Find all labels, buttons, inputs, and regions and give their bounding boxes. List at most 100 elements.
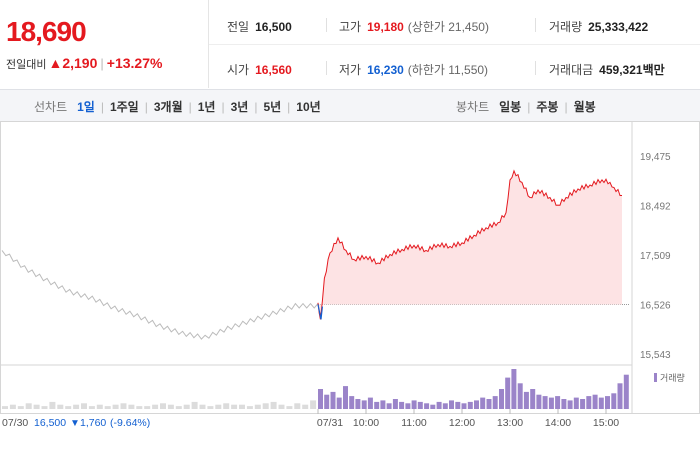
today-volume-bar <box>530 389 536 409</box>
today-volume-bar <box>580 399 586 409</box>
low-value: 16,230 <box>367 63 404 77</box>
today-volume-bar <box>517 383 523 409</box>
today-volume-bar <box>442 403 448 409</box>
today-volume-bar <box>455 401 461 409</box>
candle-period-tabs: 일봉 | 주봉 | 월봉 <box>499 100 596 114</box>
today-volume-bar <box>318 389 323 409</box>
today-volume-bar <box>480 397 486 409</box>
line-period-tab-3[interactable]: 1년 <box>197 100 216 114</box>
today-volume-bar <box>605 396 610 409</box>
high-value: 19,180 <box>367 20 404 34</box>
prev-volume-bar <box>239 404 245 409</box>
candle-period-tab-1[interactable]: 주봉 <box>536 100 559 114</box>
prev-volume-bar <box>112 404 119 409</box>
tab-divider: | <box>188 100 192 114</box>
today-volume-bar <box>492 396 498 409</box>
volume-stat: 거래량 25,333,422 <box>549 18 648 35</box>
today-volume-bar <box>505 377 511 409</box>
today-volume-bar <box>411 400 417 409</box>
today-low-segment <box>317 304 323 320</box>
prev-volume-bar <box>167 404 174 409</box>
prev-volume-bar <box>33 404 40 409</box>
today-volume-bar <box>617 383 623 409</box>
prev-volume-bar <box>96 404 103 409</box>
line-period-tab-6[interactable]: 10년 <box>296 100 321 114</box>
prev-day-change: 1,760 <box>80 417 106 429</box>
today-volume-bar <box>355 399 361 409</box>
prev-volume-bar <box>136 406 143 409</box>
low-label: 저가 <box>339 63 362 77</box>
prev-volume-bar <box>2 406 8 409</box>
prev-volume-bar <box>302 404 309 409</box>
today-volume-bar <box>330 391 336 409</box>
line-period-tab-2[interactable]: 3개월 <box>153 100 183 114</box>
today-volume-bar <box>486 399 492 409</box>
prev-volume-bar <box>223 403 230 409</box>
prev-volume-bar <box>88 406 95 409</box>
price-summary: 18,690 전일대비 ▲2,190 | +13.27% 전일 16,500 고가 19,… <box>0 0 700 88</box>
today-volume-bar <box>386 403 392 409</box>
prev-volume-bar <box>254 404 261 409</box>
current-price: 18,690 <box>6 16 87 47</box>
today-volume-bar <box>436 401 442 409</box>
today-volume-bar <box>424 403 430 409</box>
amount-value: 459,321 <box>599 63 643 77</box>
today-volume-bar <box>573 397 579 409</box>
high-stat: 고가 19,180 (상한가 21,450) <box>339 18 489 35</box>
prev-volume-bar <box>65 406 72 409</box>
today-volume-bar <box>536 394 542 409</box>
low-stat: 저가 16,230 (하한가 11,550) <box>339 61 488 78</box>
line-period-tab-1[interactable]: 1주일 <box>109 100 139 114</box>
chart-canvas: 19,475 18,492 17,509 16,526 15,543 거래량 07/30 07… <box>0 121 700 429</box>
today-volume-bar <box>499 389 504 409</box>
today-volume-bar <box>461 403 467 409</box>
prev-volume-bar <box>310 400 317 409</box>
today-volume-bar <box>349 396 355 409</box>
prev-close-label: 전일 <box>227 20 250 34</box>
current-price-box: 18,690 전일대비 ▲2,190 | +13.27% <box>0 0 209 88</box>
candle-period-tab-2[interactable]: 월봉 <box>573 100 596 114</box>
prev-volume-bar <box>215 404 222 409</box>
high-label: 고가 <box>339 20 362 34</box>
prev-volume-bar <box>207 406 214 409</box>
today-area-fill <box>318 170 622 320</box>
line-period-tab-5[interactable]: 5년 <box>263 100 282 114</box>
change-value: 2,190 <box>62 55 98 71</box>
price-change: 전일대비 ▲2,190 | +13.27% <box>6 55 162 72</box>
prev-volume-bar <box>81 403 87 409</box>
prev-volume-bar <box>9 404 16 409</box>
today-volume-bar <box>567 400 573 409</box>
today-volume-bar <box>555 396 561 409</box>
today-volume-bar <box>592 394 598 409</box>
prev-volume-bar <box>104 406 111 409</box>
prev-volume-bar <box>57 404 64 409</box>
stat-divider <box>326 18 327 32</box>
prev-day-change-pct: (-9.64%) <box>110 417 150 429</box>
prev-volume-bar <box>286 406 293 409</box>
x-tick-label: 10:00 <box>353 417 379 429</box>
today-volume-bar <box>548 397 554 409</box>
today-volume-bar <box>467 401 473 409</box>
prev-volume-bar <box>294 403 301 409</box>
upper-limit: (상한가 21,450) <box>407 20 489 34</box>
candle-chart-label: 봉차트 <box>456 100 490 114</box>
prev-close-value: 16,500 <box>255 20 292 34</box>
today-volume-bar <box>561 399 567 409</box>
prev-volume-bar <box>278 404 285 409</box>
line-period-tab-4[interactable]: 3년 <box>230 100 249 114</box>
candle-period-tab-0[interactable]: 일봉 <box>499 100 522 114</box>
x-tick-label: 14:00 <box>545 417 571 429</box>
price-stats: 전일 16,500 고가 19,180 (상한가 21,450) 거래량 25,333,… <box>209 0 700 88</box>
intraday-chart: 19,475 18,492 17,509 16,526 15,543 거래량 07/30 07… <box>0 121 700 450</box>
volume-legend-swatch <box>654 373 657 382</box>
today-volume-bar <box>324 394 330 409</box>
today-volume-bar <box>374 401 380 409</box>
tab-divider: | <box>144 100 148 114</box>
prev-volume-bar <box>246 406 253 409</box>
today-volume-bar <box>430 404 436 409</box>
line-period-tab-0[interactable]: 1일 <box>77 100 95 114</box>
down-arrow-icon: ▼ <box>70 418 80 429</box>
candle-chart-options: 봉차트 일봉 | 주봉 | 월봉 <box>456 98 596 115</box>
line-chart-options: 선차트 1일 | 1주일 | 3개월 | 1년 | 3년 | 5년 | 10년 <box>34 98 321 115</box>
prev-day-line <box>1 250 319 340</box>
